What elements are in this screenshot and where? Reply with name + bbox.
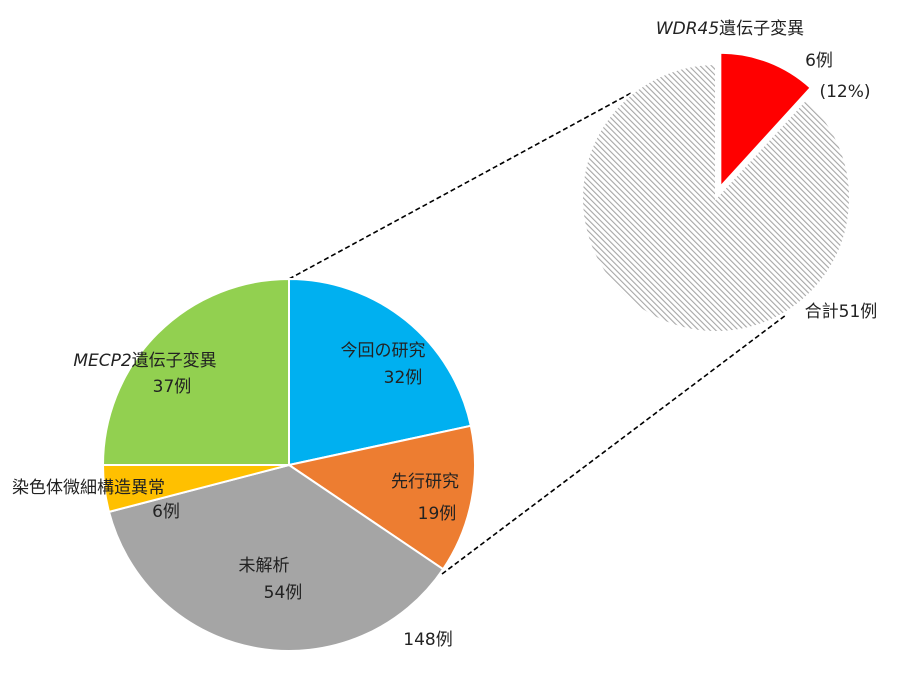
- slice-value-unanalyzed: 54例: [264, 583, 303, 603]
- main-pie-total-label: 148例: [403, 630, 452, 650]
- detail-pie-total-label: 合計51例: [805, 302, 878, 322]
- detail-pie: [581, 51, 851, 333]
- connector-line-bottom: [441, 314, 787, 575]
- slice-value-chromosome-microstructure: 6例: [152, 502, 180, 522]
- main-pie-slice-0: [288, 277, 473, 467]
- slice-label-chromosome-microstructure: 染色体微細構造異常: [12, 478, 165, 498]
- detail-pie-slice-1: [581, 62, 851, 333]
- slice-label-mecp2: MECP2遺伝子変異: [73, 351, 216, 371]
- slice-value-mecp2: 37例: [153, 377, 192, 397]
- slice-label-mecp2-gene: MECP2: [73, 351, 131, 371]
- slice-label-wdr45-rest: 遺伝子変異: [719, 19, 804, 39]
- slice-label-wdr45-gene: WDR45: [656, 19, 719, 39]
- slice-percent-wdr45: (12%): [819, 82, 870, 102]
- detail-pie-slice-0: [719, 51, 813, 190]
- main-pie: [101, 277, 476, 652]
- main-pie-slice-1: [286, 424, 476, 571]
- slice-label-wdr45: WDR45遺伝子変異: [656, 19, 804, 39]
- slice-value-prior-study: 19例: [418, 504, 457, 524]
- slice-label-mecp2-rest: 遺伝子変異: [132, 351, 217, 371]
- slice-label-current-study: 今回の研究: [341, 341, 426, 361]
- main-pie-slice-2: [107, 463, 445, 652]
- connector-line-top: [288, 91, 634, 280]
- slice-label-prior-study: 先行研究: [391, 472, 459, 492]
- slice-label-unanalyzed: 未解析: [239, 556, 290, 576]
- slice-value-wdr45: 6例: [805, 51, 833, 71]
- main-pie-slice-4: [101, 277, 290, 466]
- slice-value-current-study: 32例: [384, 368, 423, 388]
